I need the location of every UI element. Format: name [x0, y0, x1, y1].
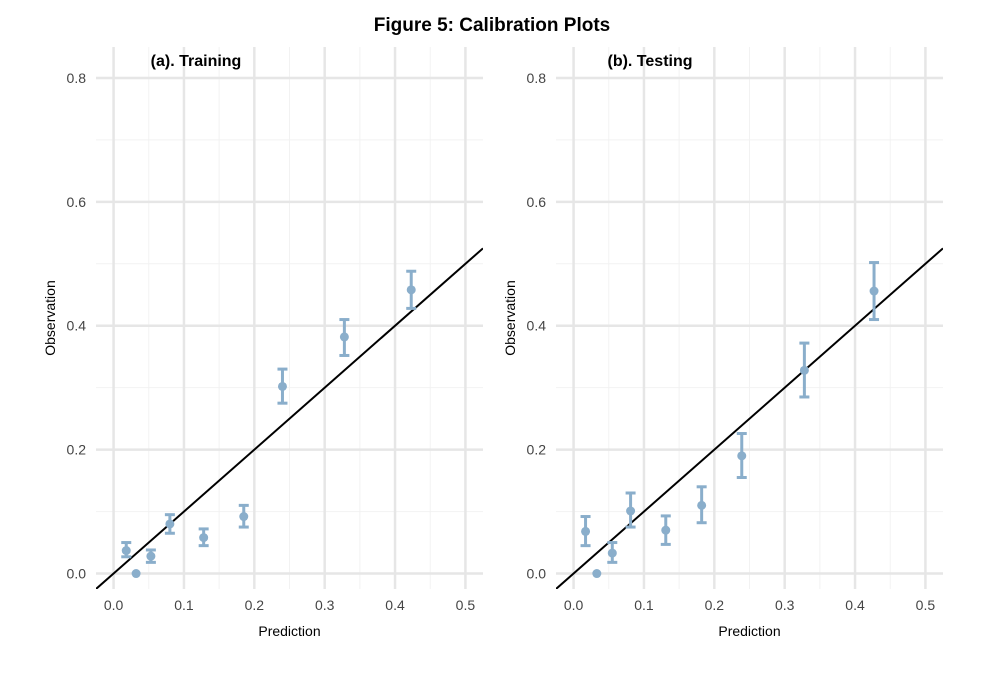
x-tick-label: 0.1 [174, 597, 194, 613]
data-point [339, 332, 349, 342]
y-axis-title: Observation [42, 280, 58, 355]
y-tick-label: 0.0 [67, 566, 87, 582]
y-tick-label: 0.2 [67, 442, 87, 458]
y-tick-label: 0.8 [527, 70, 547, 86]
panel-training: 0.0 0.1 0.2 0.3 0.4 0.5 0.0 0.2 0.4 0.6 0.8 Predict… [42, 47, 483, 639]
data-point [581, 526, 591, 536]
y-tick-label: 0.6 [67, 194, 87, 210]
x-tick-label: 0.2 [705, 597, 725, 613]
y-tick-label: 0.2 [527, 442, 547, 458]
y-tick-label: 0.4 [527, 318, 547, 334]
data-point [697, 500, 707, 510]
y-axis-title: Observation [502, 280, 518, 355]
x-tick-label: 0.5 [456, 597, 476, 613]
y-tick-label: 0.8 [67, 70, 87, 86]
y-tick-label: 0.0 [527, 566, 547, 582]
data-point [661, 525, 671, 535]
panel-title: (b). Testing [607, 53, 692, 70]
x-tick-label: 0.4 [845, 597, 865, 613]
data-point [277, 381, 287, 391]
x-tick-label: 0.0 [564, 597, 584, 613]
x-tick-label: 0.2 [245, 597, 265, 613]
panel-testing: 0.0 0.1 0.2 0.3 0.4 0.5 0.0 0.2 0.4 0.6 0.8 Predict… [502, 47, 943, 639]
x-tick-label: 0.3 [315, 597, 335, 613]
data-point [165, 519, 175, 529]
data-point [607, 548, 617, 558]
figure-title: Figure 5: Calibration Plots [373, 15, 611, 36]
data-point [199, 533, 209, 543]
data-point [592, 569, 602, 579]
data-point [626, 506, 636, 516]
x-tick-label: 0.1 [634, 597, 654, 613]
x-axis-title: Prediction [718, 623, 780, 639]
x-axis-title: Prediction [258, 623, 320, 639]
data-point [121, 546, 131, 556]
x-tick-label: 0.4 [385, 597, 405, 613]
data-point [131, 569, 141, 579]
data-point [799, 365, 809, 375]
y-tick-label: 0.4 [67, 318, 87, 334]
data-point [737, 451, 747, 461]
data-point [406, 285, 416, 295]
data-point [146, 551, 156, 561]
x-tick-label: 0.0 [104, 597, 124, 613]
x-tick-label: 0.3 [775, 597, 795, 613]
data-point [239, 512, 249, 522]
reference-line [556, 247, 943, 589]
reference-line [96, 247, 483, 589]
y-tick-label: 0.6 [527, 194, 547, 210]
panel-title: (a). Training [151, 53, 242, 70]
x-tick-label: 0.5 [916, 597, 936, 613]
data-point [869, 286, 879, 296]
